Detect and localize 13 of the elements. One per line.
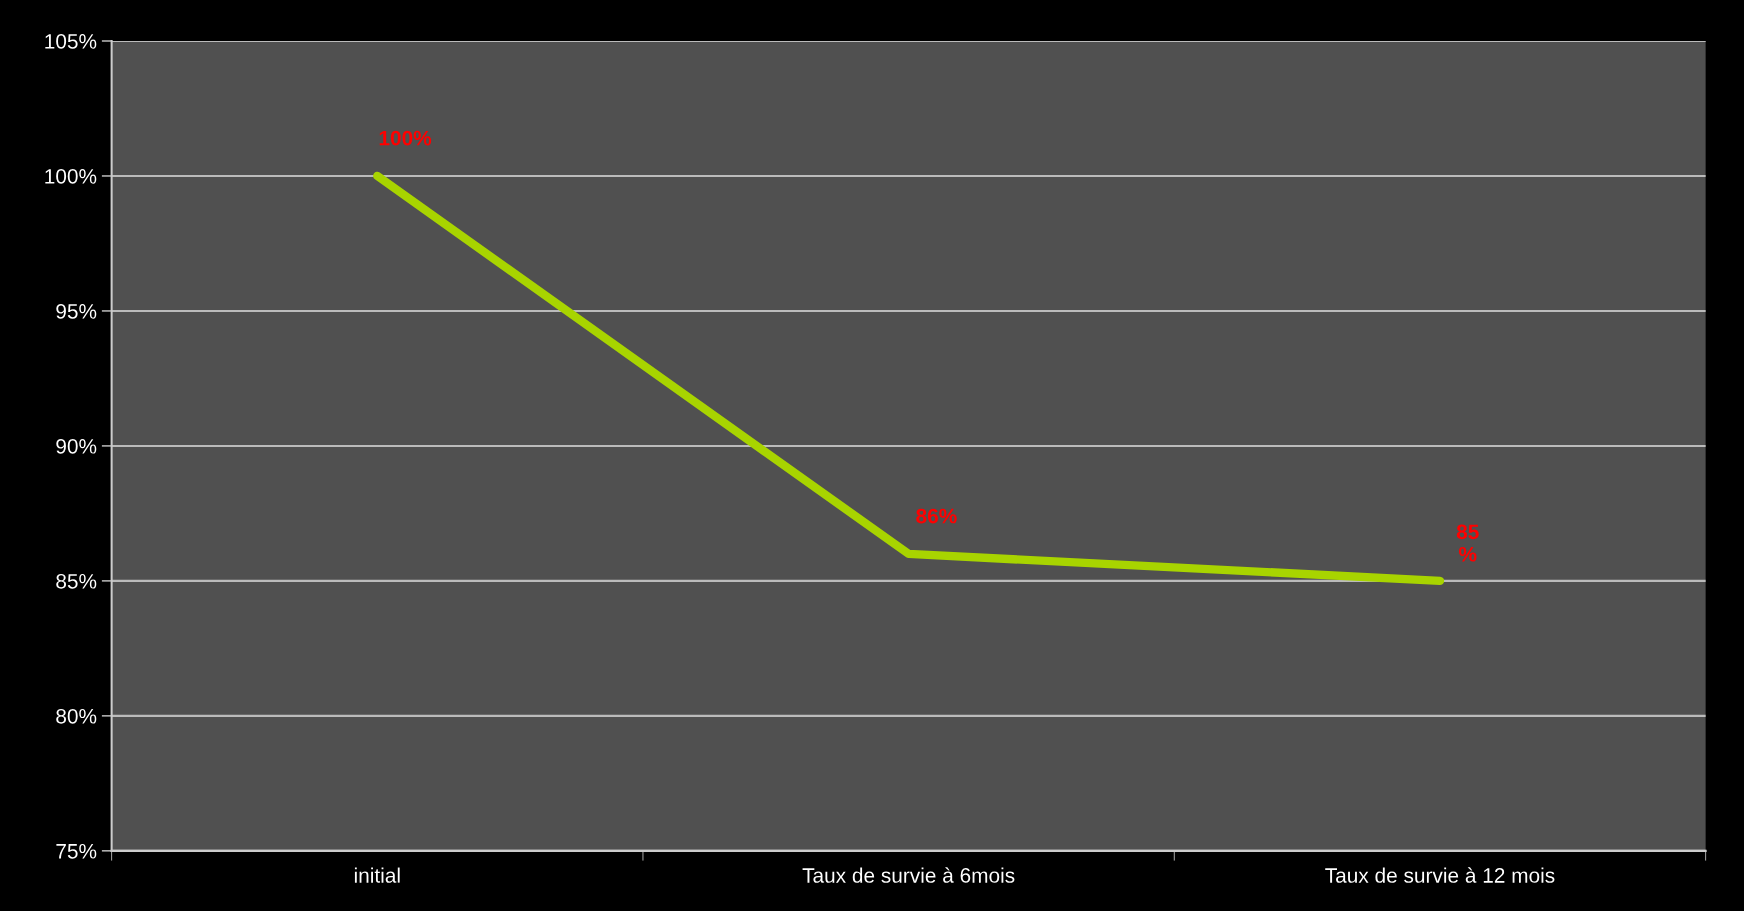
data-label: 86% <box>916 508 957 524</box>
x-tick-label: Taux de survie à 6mois <box>802 867 1015 883</box>
data-label: 85 % <box>1456 524 1479 562</box>
x-tick-label: Taux de survie à 12 mois <box>1325 867 1555 883</box>
y-tick-label: 100% <box>45 168 97 184</box>
y-tick-label: 80% <box>56 708 97 724</box>
y-tick-label: 75% <box>56 843 97 859</box>
y-tick-label: 85% <box>56 573 97 589</box>
y-tick-label: 105% <box>45 34 97 49</box>
x-tick-label: initial <box>354 867 400 883</box>
data-label: 100% <box>379 130 432 146</box>
y-tick-label: 95% <box>56 303 97 319</box>
y-tick-label: 90% <box>56 438 97 454</box>
